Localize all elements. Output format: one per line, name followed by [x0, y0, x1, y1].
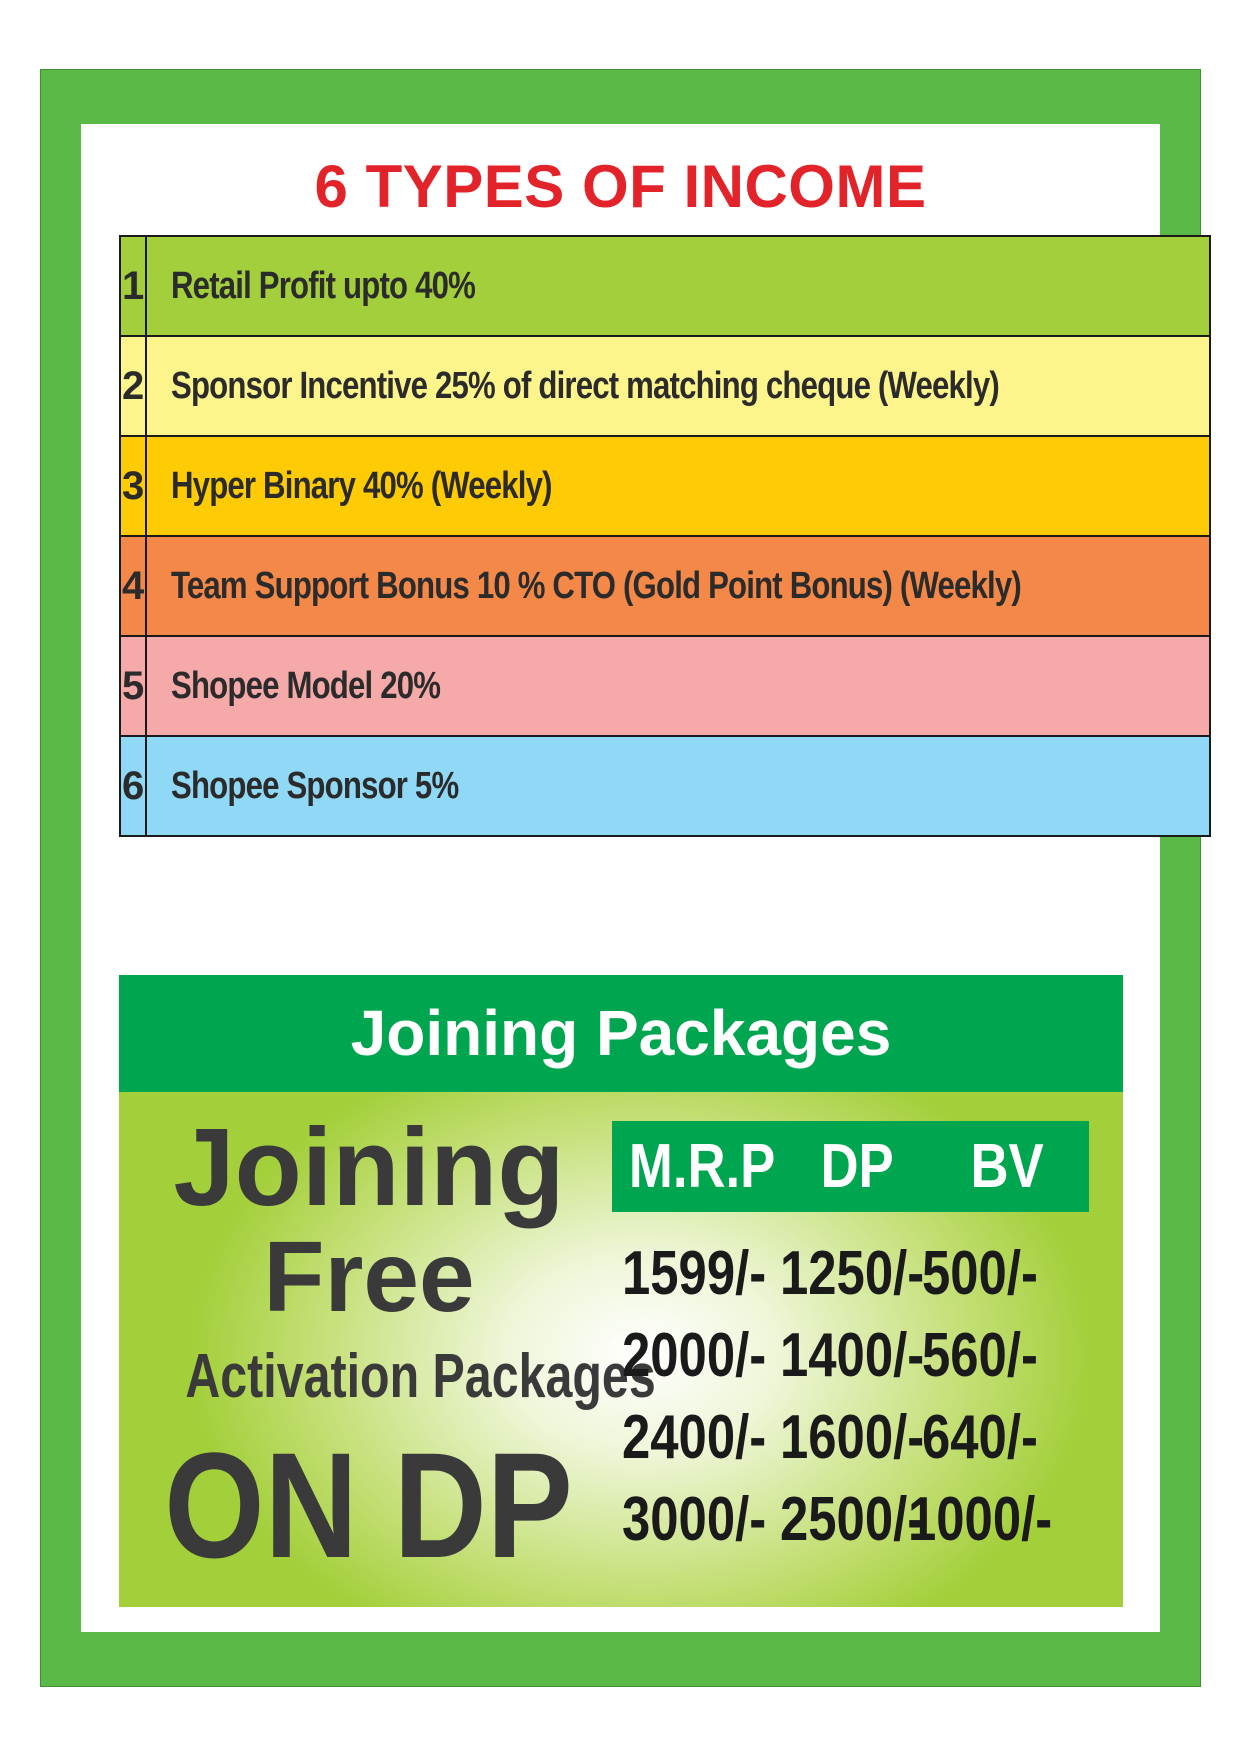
poster-frame: 6 TYPES OF INCOME 1 Retail Profit upto 40…: [40, 69, 1211, 1687]
free-text: Free: [263, 1221, 475, 1333]
bv-column-header: BV: [970, 1132, 1044, 1201]
income-row: 3 Hyper Binary 40% (Weekly): [118, 435, 1211, 537]
income-number: 5: [118, 635, 148, 737]
dp-value: 1400/-: [780, 1321, 925, 1390]
income-number: 3: [118, 435, 148, 537]
mrp-value: 3000/-: [622, 1485, 767, 1554]
income-row: 4 Team Support Bonus 10 % CTO (Gold Point…: [118, 535, 1211, 637]
income-number: 6: [118, 735, 148, 837]
dp-value: 1600/-: [780, 1403, 925, 1472]
dp-value: 2500/-: [780, 1485, 925, 1554]
income-number: 4: [118, 535, 148, 637]
income-number: 2: [118, 335, 148, 437]
bv-value: 1000/-: [908, 1485, 1053, 1554]
income-description: Hyper Binary 40% (Weekly): [145, 435, 1211, 537]
price-row: 3000/- 2500/- 1000/-: [612, 1479, 1089, 1561]
dp-value: 1250/-: [780, 1239, 925, 1308]
joining-packages-panel: Joining Packages Joining Free Activation…: [119, 975, 1123, 1607]
bv-value: 560/-: [922, 1321, 1038, 1390]
income-description: Retail Profit upto 40%: [145, 235, 1211, 337]
income-title: 6 TYPES OF INCOME: [314, 153, 927, 220]
income-description: Team Support Bonus 10 % CTO (Gold Point …: [145, 535, 1211, 637]
poster-inner: 6 TYPES OF INCOME 1 Retail Profit upto 40…: [81, 124, 1211, 1632]
joining-packages-heading: Joining Packages: [119, 975, 1123, 1092]
income-row: 1 Retail Profit upto 40%: [118, 235, 1211, 337]
income-number: 1: [118, 235, 148, 337]
income-row: 6 Shopee Sponsor 5%: [118, 735, 1211, 837]
on-dp-text: ON DP: [164, 1421, 574, 1589]
price-table-body: 1599/- 1250/- 500/- 2000/- 1400/- 560/- 2400/-…: [612, 1233, 1089, 1561]
mrp-value: 2000/-: [622, 1321, 767, 1390]
price-row: 1599/- 1250/- 500/-: [612, 1233, 1089, 1315]
price-row: 2000/- 1400/- 560/-: [612, 1315, 1089, 1397]
bv-value: 500/-: [922, 1239, 1038, 1308]
income-description: Shopee Model 20%: [145, 635, 1211, 737]
income-row: 5 Shopee Model 20%: [118, 635, 1211, 737]
income-table: 1 Retail Profit upto 40% 2 Sponsor Incentiv…: [118, 235, 1211, 837]
income-description: Sponsor Incentive 25% of direct matching…: [145, 335, 1211, 437]
price-row: 2400/- 1600/- 640/-: [612, 1397, 1089, 1479]
mrp-column-header: M.R.P: [628, 1132, 776, 1201]
income-description: Shopee Sponsor 5%: [145, 735, 1211, 837]
mrp-value: 2400/-: [622, 1403, 767, 1472]
activation-packages-text: Activation Packages: [185, 1342, 656, 1411]
price-table-header: M.R.P DP BV: [612, 1121, 1089, 1212]
income-row: 2 Sponsor Incentive 25% of direct matchin…: [118, 335, 1211, 437]
bv-value: 640/-: [922, 1403, 1038, 1472]
joining-text: Joining: [173, 1106, 565, 1229]
dp-column-header: DP: [820, 1132, 894, 1201]
mrp-value: 1599/-: [622, 1239, 767, 1308]
